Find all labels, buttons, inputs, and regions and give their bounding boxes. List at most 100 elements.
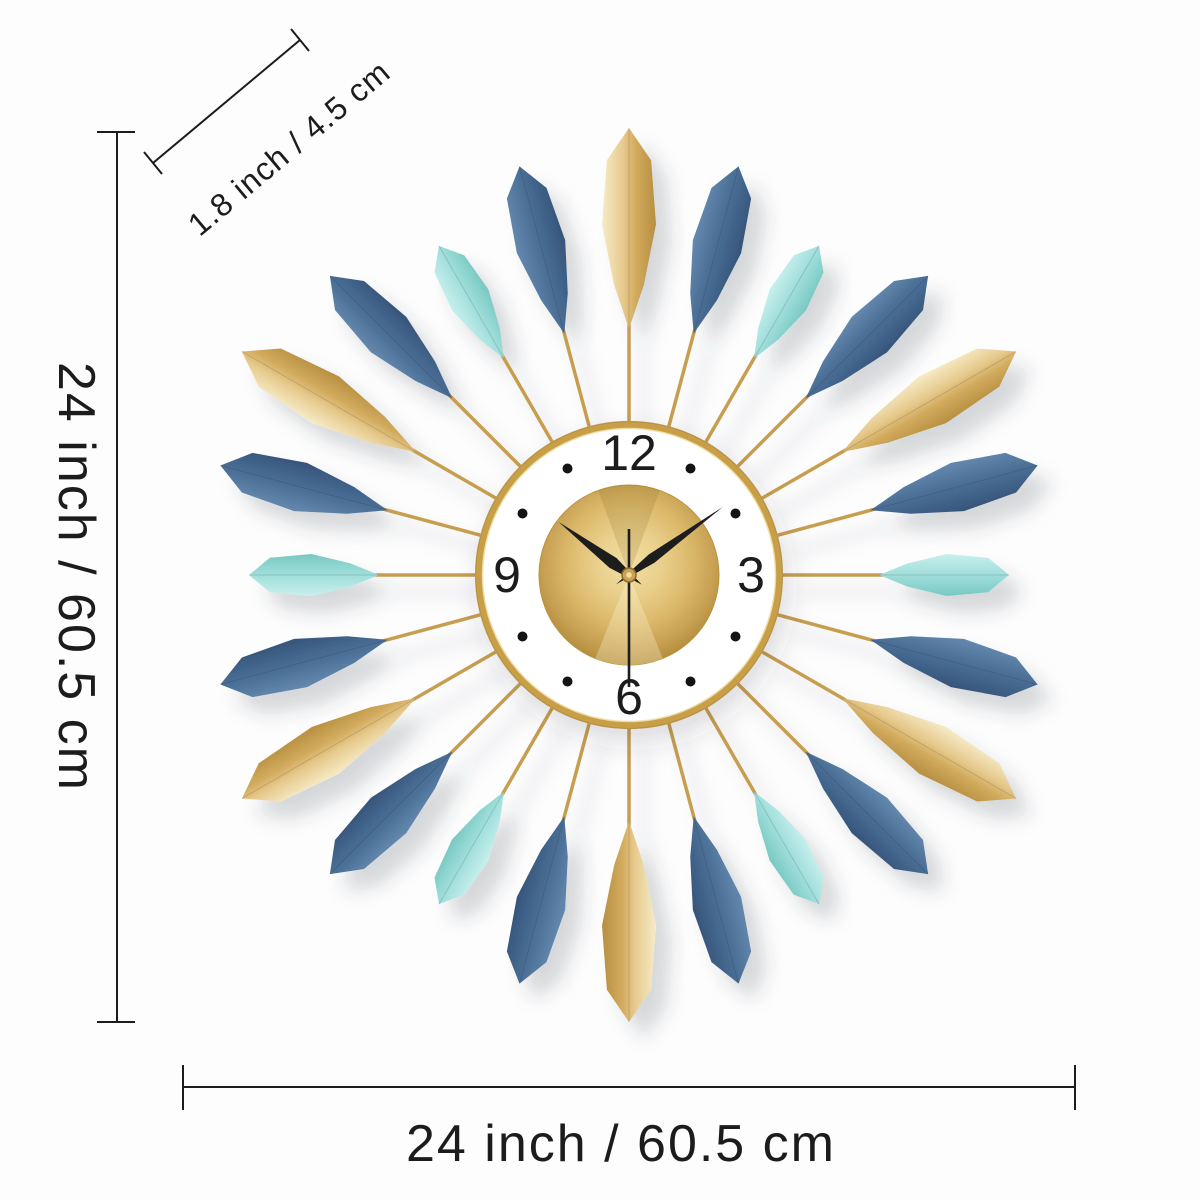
ray-blade (754, 245, 824, 359)
minute-hand (616, 506, 723, 585)
clock-numeral-3: 3 (737, 547, 765, 603)
ray-spoke (704, 707, 761, 802)
ray-spoke (497, 348, 554, 443)
center-cap-highlight (626, 572, 632, 578)
blade-crease (220, 639, 388, 685)
sunburst-ray-45-blue (736, 275, 929, 468)
blade-crease (220, 465, 388, 511)
sunburst-ray-270-aqua (249, 554, 475, 596)
hour-hand (558, 522, 642, 585)
ray-blade (220, 452, 388, 514)
sunburst-ray-150-aqua (704, 707, 824, 905)
clock-numeral-12: 12 (601, 425, 657, 481)
ray-blade (754, 791, 824, 905)
blade-crease (438, 245, 505, 359)
ray-blade (842, 348, 1017, 452)
sunburst-ray-0-gold (602, 128, 656, 421)
blade-crease (693, 166, 739, 334)
hour-marker-dot (730, 631, 741, 642)
hour-marker-dot (517, 508, 528, 519)
sunburst-ray-210-aqua (434, 707, 554, 905)
sunburst-ray-120-gold (761, 650, 1017, 802)
blade-crease (870, 465, 1038, 511)
sunburst-ray-90-aqua (783, 554, 1009, 596)
sunburst-ray-285-blue (220, 452, 481, 537)
hour-marker-dot (562, 463, 573, 474)
ray-spoke (777, 613, 881, 644)
ray-spoke (736, 389, 815, 468)
ray-spoke (406, 650, 497, 705)
ray-spoke (377, 613, 481, 644)
ray-blade (506, 816, 568, 984)
sunburst-ray-60-gold (761, 348, 1017, 500)
sunburst-ray-315-blue (329, 275, 522, 468)
sunburst-ray-240-gold (241, 650, 497, 802)
blade-crease (841, 351, 1017, 453)
sunburst-ray-165-blue (667, 723, 752, 984)
blade-dimension-upper-tick (290, 28, 310, 52)
ray-spoke (406, 445, 497, 500)
blade-crease (329, 275, 453, 399)
blade-crease (519, 166, 565, 334)
blade-dimension-line (152, 39, 301, 164)
sunburst-ray-105-blue (777, 613, 1038, 698)
blade-crease (805, 751, 929, 875)
blade-crease (841, 697, 1017, 799)
height-label: 24 inch / 60.5 cm (47, 362, 105, 792)
blade-crease (805, 275, 929, 399)
ray-spoke (443, 682, 522, 761)
blade-crease (241, 351, 417, 453)
blade-crease (329, 751, 453, 875)
ray-spoke (667, 723, 698, 827)
ray-spoke (560, 723, 591, 827)
blade-crease (753, 245, 820, 359)
width-label: 24 inch / 60.5 cm (406, 1115, 836, 1173)
hour-marker-dot (562, 676, 573, 687)
ray-spoke (736, 682, 815, 761)
dial-rim-inner-highlight (481, 427, 777, 723)
ray-spoke (377, 506, 481, 537)
sunburst-ray-330-aqua (434, 245, 554, 443)
blade-crease (241, 697, 417, 799)
ray-blade (220, 636, 388, 698)
ray-blade (241, 698, 416, 802)
blade-crease (693, 816, 739, 984)
ray-spoke (761, 445, 852, 500)
ray-spoke (667, 323, 698, 427)
hour-marker-dot (517, 631, 528, 642)
ray-blade (434, 791, 504, 905)
ray-blade (870, 452, 1038, 514)
sunburst-ray-180-gold (602, 729, 656, 1022)
sunburst-ray-75-blue (777, 452, 1038, 537)
ray-blade (870, 636, 1038, 698)
sunburst-ray-15-blue (667, 166, 752, 427)
sunburst-ray-300-gold (241, 348, 497, 500)
blade-size-label: 1.8 inch / 4.5 cm (181, 53, 397, 242)
ray-blade (241, 348, 416, 452)
dial-rim-outer-edge (474, 420, 784, 730)
blade-crease (870, 639, 1038, 685)
hour-marker-dot (685, 676, 696, 687)
sunburst-ray-255-blue (220, 613, 481, 698)
ray-spoke (497, 707, 554, 802)
blade-crease (519, 816, 565, 984)
sunburst-rays (220, 128, 1038, 1022)
clock-numeral-9: 9 (493, 547, 521, 603)
sunburst-ray-225-blue (329, 682, 522, 875)
ray-spoke (761, 650, 852, 705)
ray-blade (842, 698, 1017, 802)
ray-blade (506, 166, 568, 334)
sunburst-ray-30-aqua (704, 245, 824, 443)
hour-marker-dot (685, 463, 696, 474)
hour-marker-dot (730, 508, 741, 519)
second-hand (627, 529, 631, 687)
ray-spoke (704, 348, 761, 443)
ray-blade (434, 245, 504, 359)
sunburst-ray-135-blue (736, 682, 929, 875)
ray-spoke (560, 323, 591, 427)
ray-spoke (777, 506, 881, 537)
